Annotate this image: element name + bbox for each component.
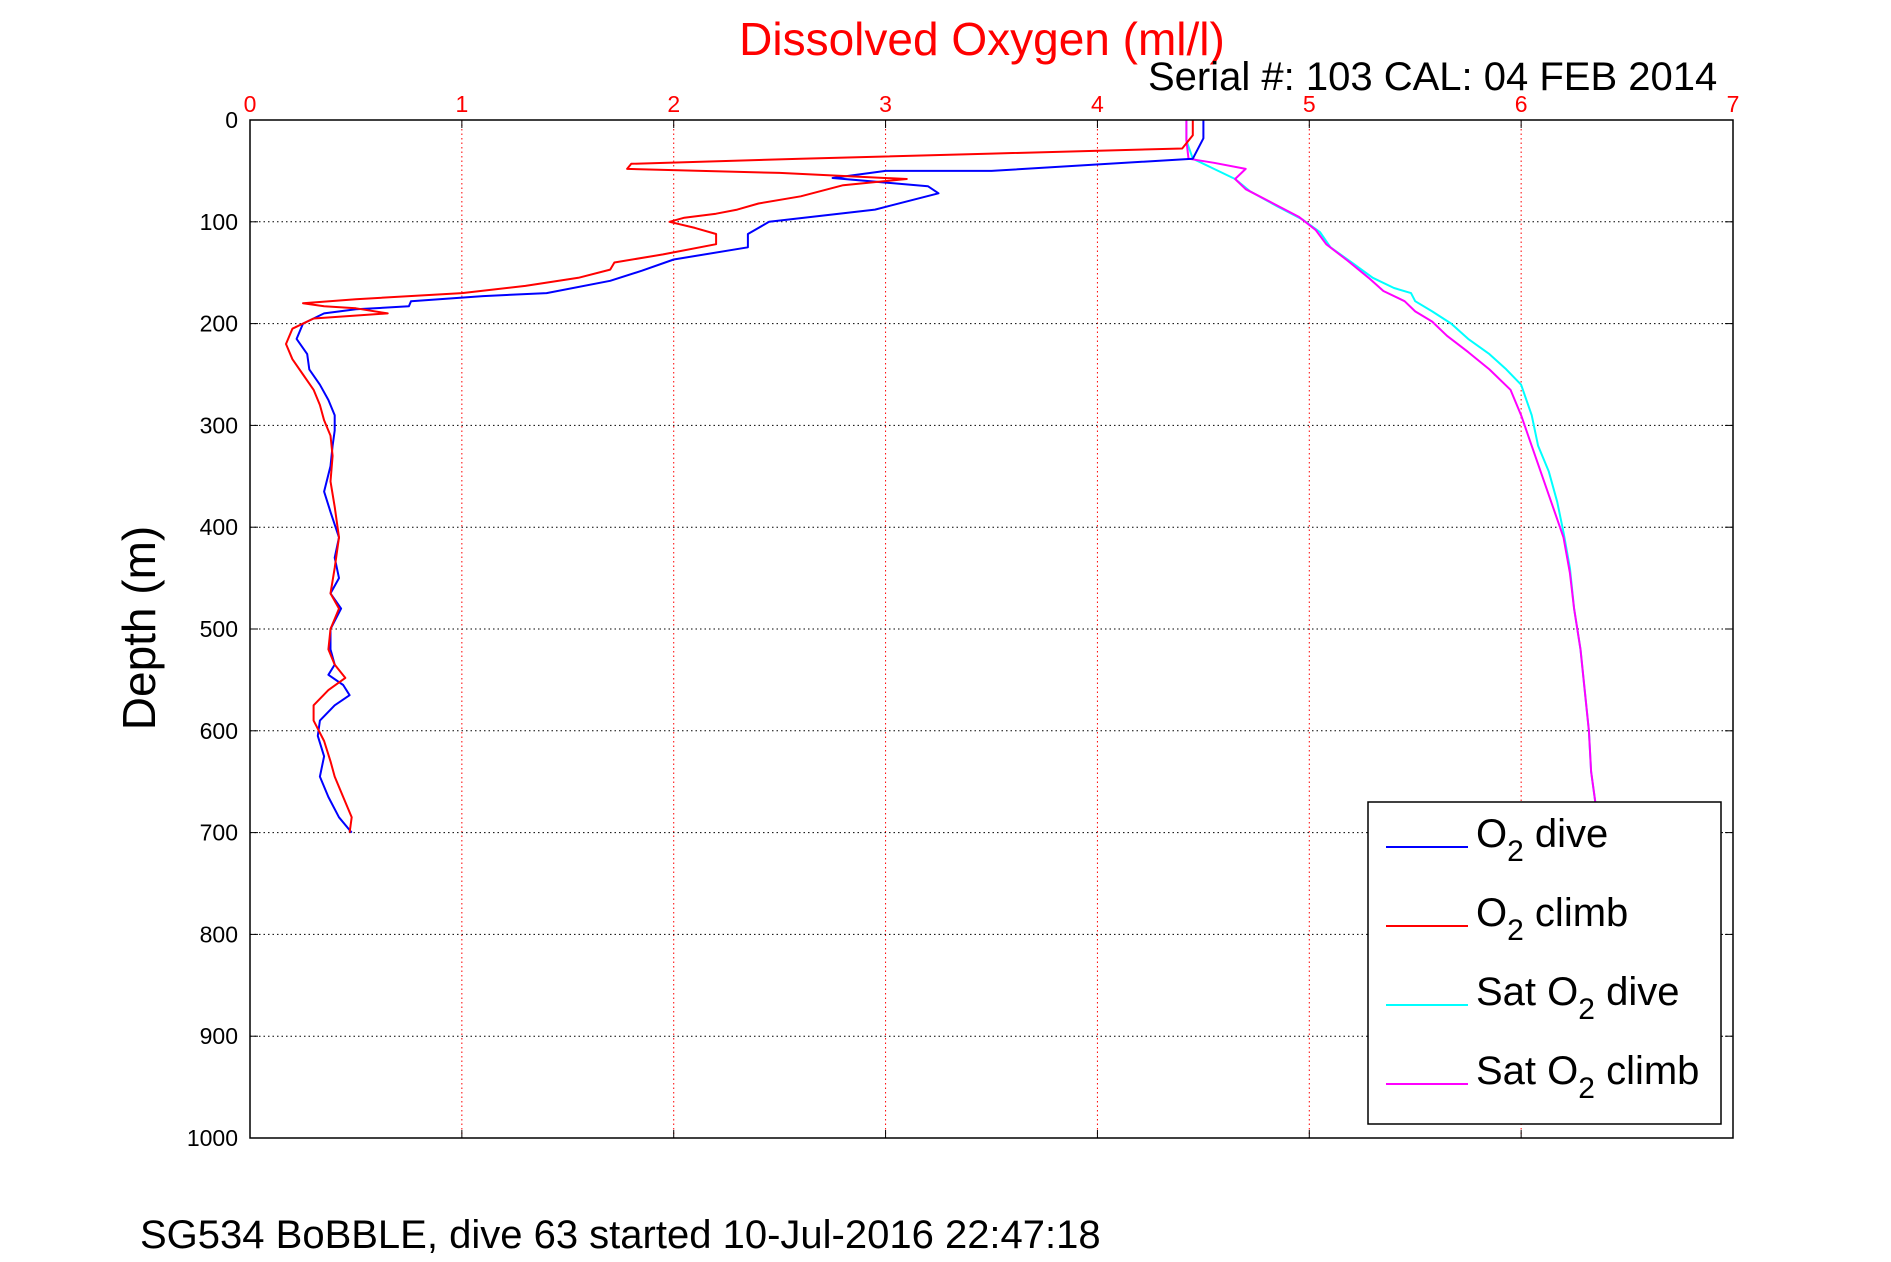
y-tick-label: 100 bbox=[200, 209, 238, 235]
x-tick-labels: 0 1 2 3 4 5 6 7 bbox=[244, 91, 1740, 117]
series-line-sat-o2-climb bbox=[1185, 120, 1597, 803]
y-axis-label: Depth (m) bbox=[113, 526, 165, 730]
x-tick-label: 4 bbox=[1091, 91, 1104, 117]
legend-entry-text: O bbox=[1476, 812, 1507, 856]
y-tick-label: 200 bbox=[200, 311, 238, 337]
y-tick-label: 800 bbox=[200, 921, 238, 947]
y-tick-labels: 0 100 200 300 400 500 600 700 800 900 1000 bbox=[187, 107, 238, 1151]
legend-entry-text: Sat O bbox=[1476, 1049, 1578, 1093]
legend-entry-text: O bbox=[1476, 891, 1507, 935]
y-tick-label: 700 bbox=[200, 820, 238, 846]
series-line-o2-climb bbox=[285, 120, 1194, 833]
legend-entry-label: Sat O2 dive bbox=[1476, 970, 1679, 1026]
x-tick-label: 5 bbox=[1303, 91, 1316, 117]
y-tick-label: 1000 bbox=[187, 1125, 238, 1151]
y-tick-label: 0 bbox=[225, 107, 238, 133]
series-layer bbox=[285, 120, 1597, 834]
chart-title: Dissolved Oxygen (ml/l) bbox=[739, 13, 1225, 65]
legend-entry-text: dive bbox=[1595, 970, 1680, 1014]
y-tick-label: 600 bbox=[200, 718, 238, 744]
legend-entry-text: Sat O bbox=[1476, 970, 1578, 1014]
x-tick-label: 6 bbox=[1515, 91, 1528, 117]
legend-entry-subscript: 2 bbox=[1507, 914, 1524, 947]
series-line-o2-dive bbox=[295, 120, 1205, 834]
x-tick-label: 1 bbox=[455, 91, 468, 117]
x-tick-label: 2 bbox=[667, 91, 680, 117]
x-tick-label: 0 bbox=[244, 91, 257, 117]
x-tick-label: 3 bbox=[879, 91, 892, 117]
legend-entry-subscript: 2 bbox=[1578, 993, 1595, 1026]
legend-entry-label: O2 dive bbox=[1476, 812, 1608, 868]
legend-box bbox=[1367, 801, 1722, 1125]
legend-entry-text: climb bbox=[1524, 891, 1628, 935]
legend-entry-label: O2 climb bbox=[1476, 891, 1628, 947]
legend-entry-label: Sat O2 climb bbox=[1476, 1049, 1699, 1105]
legend-entry-subscript: 2 bbox=[1578, 1072, 1595, 1105]
y-tick-label: 500 bbox=[200, 616, 238, 642]
legend-entry-text: climb bbox=[1595, 1049, 1699, 1093]
y-tick-label: 400 bbox=[200, 514, 238, 540]
serial-calibration-label: Serial #: 103 CAL: 04 FEB 2014 bbox=[1148, 55, 1717, 99]
y-tick-label: 900 bbox=[200, 1023, 238, 1049]
legend-entry-text: dive bbox=[1524, 812, 1609, 856]
y-tick-label: 300 bbox=[200, 412, 238, 438]
x-tick-label: 7 bbox=[1727, 91, 1740, 117]
plot-frame bbox=[249, 119, 1734, 1139]
dive-caption: SG534 BoBBLE, dive 63 started 10-Jul-201… bbox=[140, 1213, 1101, 1257]
legend-entry-subscript: 2 bbox=[1507, 835, 1524, 868]
